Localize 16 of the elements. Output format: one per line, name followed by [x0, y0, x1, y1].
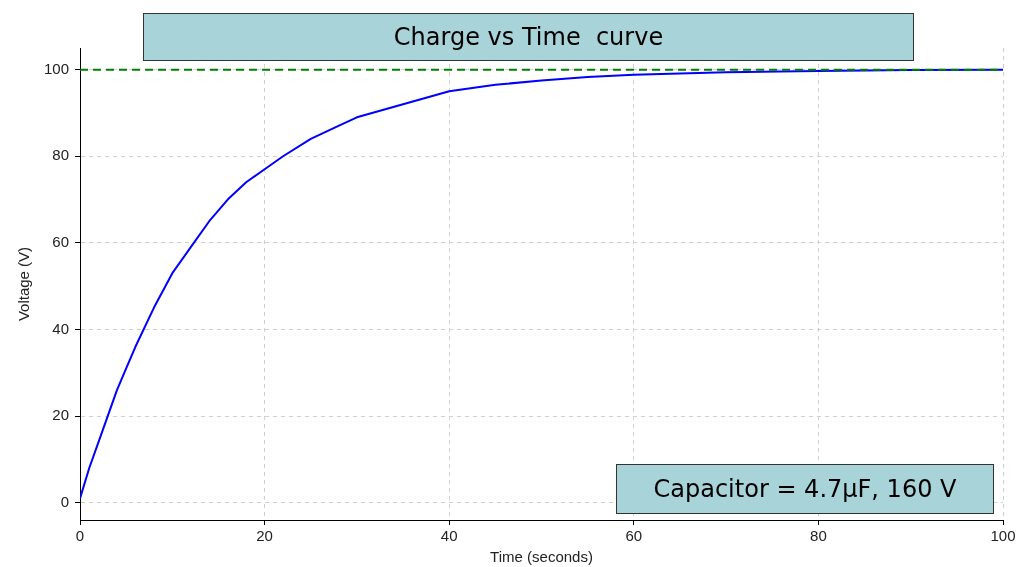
y-tick-label: 60	[52, 233, 70, 250]
y-tick-label: 20	[52, 406, 70, 424]
y-axis-title: Voltage (V)	[15, 246, 33, 322]
note-box: Capacitor = 4.7μF, 160 V	[616, 464, 994, 514]
x-tick-label: 0	[75, 527, 85, 545]
y-tick-label: 100	[44, 59, 70, 77]
x-tick-label: 20	[256, 527, 273, 545]
y-tick-label: 40	[52, 319, 70, 337]
x-tick-label: 80	[810, 527, 827, 545]
y-tick-label: 0	[60, 492, 70, 510]
y-tick-label: 80	[52, 146, 70, 164]
x-tick-label: 40	[440, 527, 458, 545]
x-tick-label: 60	[625, 527, 643, 545]
title-box: Charge vs Time curve	[143, 13, 914, 61]
x-tick-label: 100	[990, 527, 1016, 545]
x-axis-title: Time (seconds)	[490, 548, 593, 566]
